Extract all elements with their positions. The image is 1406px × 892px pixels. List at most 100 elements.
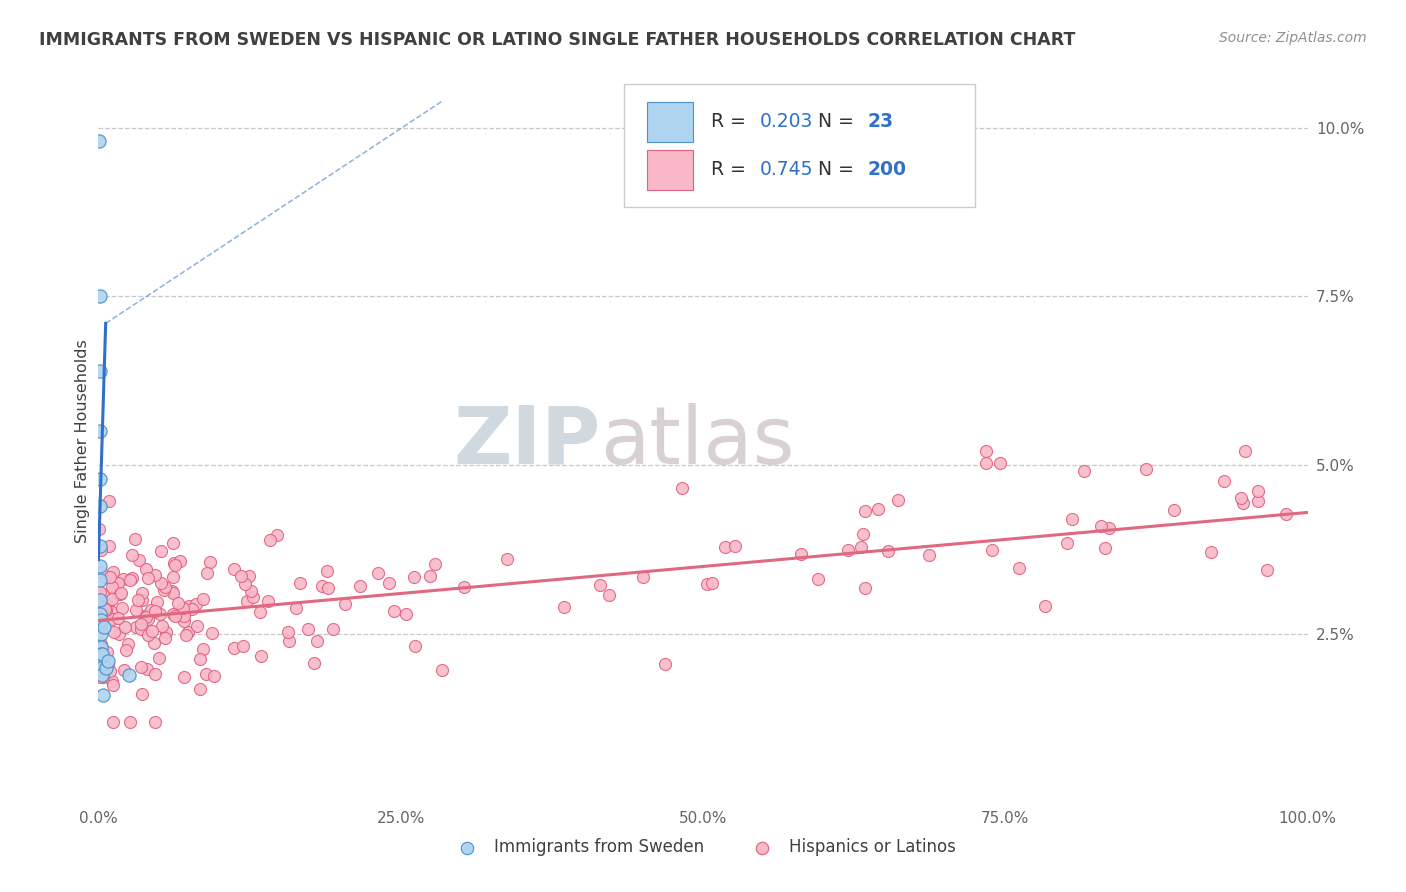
Point [89,364,111,378]
Point [1275,507,1298,521]
Point [89,573,111,587]
Point [877,544,900,558]
Point [97,598,120,612]
Point [173,614,195,628]
Point [94,661,117,675]
Point [143,568,166,582]
Point [177,625,200,640]
Point [91,609,114,624]
Point [167,596,190,610]
Point [224,641,246,656]
Point [589,578,612,592]
Point [148,651,170,665]
Point [1135,461,1157,475]
Point [165,609,187,624]
Point [149,575,172,590]
Point [101,673,124,688]
Point [174,628,197,642]
Point [125,620,148,634]
Point [112,572,135,586]
Point [143,667,166,681]
Point [852,527,875,541]
Legend: Immigrants from Sweden, Hispanics or Latinos: Immigrants from Sweden, Hispanics or Lat… [444,831,962,863]
Point [131,622,153,636]
Point [108,626,131,640]
Point [236,593,259,607]
Point [853,581,876,595]
Point [101,714,124,729]
Point [790,547,813,561]
Point [193,641,215,656]
Point [190,652,212,666]
Point [101,678,124,692]
Point [90,566,112,580]
Point [430,663,453,677]
Point [129,660,152,674]
Point [114,619,136,633]
Point [277,634,299,648]
Point [163,556,186,570]
Point [141,624,163,638]
Point [849,541,872,555]
Point [129,617,152,632]
Point [423,557,446,571]
Point [121,571,143,585]
Point [290,575,312,590]
Point [404,569,426,583]
Y-axis label: Single Father Households: Single Father Households [75,340,90,543]
Point [349,579,371,593]
Point [89,650,111,665]
Point [110,586,132,600]
Point [134,609,156,624]
Point [188,681,211,696]
Point [104,580,127,594]
Text: 0.745: 0.745 [759,161,813,179]
Point [1008,561,1031,575]
Point [150,619,173,633]
Point [124,532,146,546]
Point [257,594,280,608]
Point [89,425,111,439]
Point [89,653,111,667]
Point [633,570,655,584]
Point [100,605,122,619]
Point [886,493,908,508]
Point [90,647,112,661]
Text: Source: ZipAtlas.com: Source: ZipAtlas.com [1219,31,1367,45]
Point [118,667,141,681]
Point [107,587,129,601]
Point [118,714,141,729]
Point [177,599,200,613]
Point [853,504,876,518]
Point [91,671,114,685]
Point [980,542,1002,557]
Point [90,637,112,651]
Point [149,544,172,558]
Point [90,627,112,641]
Point [233,576,256,591]
Point [131,592,153,607]
Point [89,559,111,574]
Point [378,575,401,590]
Point [89,289,111,303]
Point [107,576,129,591]
Point [90,619,112,633]
Point [1033,599,1056,614]
Text: R =: R = [711,161,752,179]
Point [90,661,112,675]
Point [89,472,111,486]
Point [1230,491,1253,505]
Point [1056,536,1078,550]
Point [277,624,299,639]
Point [1232,496,1254,510]
Point [90,614,112,628]
Point [89,600,111,615]
Point [238,568,260,582]
Point [162,570,184,584]
Point [97,654,120,668]
Point [382,604,405,618]
Point [553,599,575,614]
Point [654,657,676,671]
Point [107,611,129,625]
Point [89,539,111,553]
